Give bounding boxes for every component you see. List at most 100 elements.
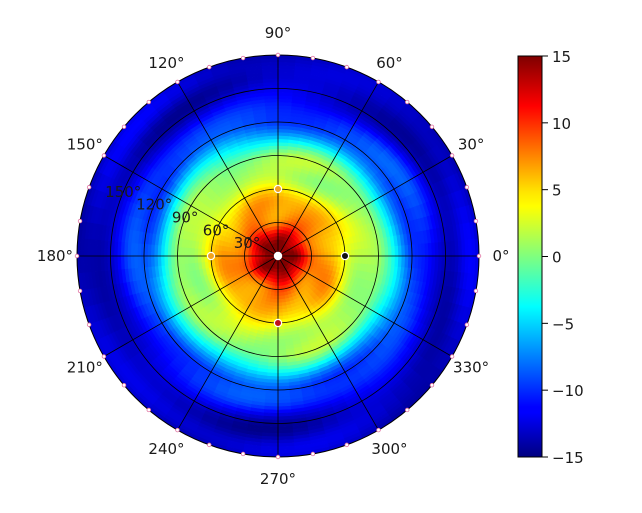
heat-cell-1241 — [277, 195, 284, 200]
heat-cell-1223 — [331, 255, 336, 262]
heat-cell-1115 — [224, 251, 229, 257]
colorbar-tick-label-3: 0 — [552, 249, 562, 267]
rim-dot-90 — [275, 52, 281, 58]
heat-cell-863 — [314, 255, 319, 260]
rim-dot-260 — [240, 451, 246, 457]
heat-cell-1260 — [217, 255, 222, 262]
polar-plot-area: 0°30°60°90°120°150°180°210°240°270°300°3… — [37, 24, 510, 488]
rim-dot-180 — [74, 253, 80, 259]
rim-dot-310 — [405, 407, 410, 413]
angular-tick-0: 0° — [492, 247, 509, 265]
heat-cell-953 — [277, 208, 283, 213]
heat-cell-827 — [237, 252, 242, 257]
angular-tick-11: 330° — [453, 359, 489, 377]
heat-cell-1007 — [321, 255, 326, 261]
colorbar-tick-label-2: 5 — [552, 182, 562, 200]
heat-cell-1205 — [272, 309, 279, 314]
colorbar-gradient — [517, 55, 543, 458]
rim-dot-300 — [376, 427, 381, 433]
rim-dot-270 — [275, 454, 281, 460]
heat-cell-701 — [274, 285, 279, 290]
heat-cell-935 — [317, 255, 322, 261]
colorbar: 15 10 5 0 −5 −10 −15 — [517, 48, 584, 467]
colorbar-tick-label-5: −10 — [552, 382, 584, 400]
rim-dot-140 — [121, 124, 127, 129]
rim-dot-130 — [146, 99, 151, 105]
angular-tick-3: 90° — [265, 24, 292, 42]
heat-cell-971 — [230, 251, 235, 257]
colorbar-tick-label-4: −5 — [552, 315, 574, 333]
radial-tick-0: 30° — [234, 234, 261, 252]
heat-cell-881 — [277, 212, 283, 217]
colorbar-ticks: 15 10 5 0 −5 −10 −15 — [542, 48, 584, 467]
colorbar-tick-label-1: 10 — [552, 115, 571, 133]
heat-cell-990 — [277, 299, 283, 304]
heat-cell-1025 — [277, 205, 283, 210]
heat-cell-683 — [244, 252, 249, 257]
heat-cell-1080 — [327, 251, 332, 257]
rim-dot-30 — [449, 153, 455, 158]
rim-dot-120 — [175, 79, 180, 85]
heat-cell-917 — [273, 295, 279, 300]
heat-cell-1277 — [272, 312, 279, 317]
colorbar-tick-label-6: −15 — [552, 449, 584, 467]
rim-dot-220 — [121, 383, 127, 388]
heat-cell-1259 — [217, 250, 222, 257]
marker-2 — [206, 251, 216, 261]
rim-dot-190 — [77, 288, 83, 294]
colorbar-tick-label-0: 15 — [552, 48, 571, 66]
heat-cell-809 — [277, 215, 282, 220]
heat-cell-1170 — [272, 198, 279, 203]
heat-cell-1097 — [277, 202, 283, 207]
rim-dot-240 — [175, 427, 180, 433]
heat-cell-1008 — [324, 251, 329, 257]
heat-cell-1206 — [277, 309, 284, 314]
rim-dot-100 — [240, 55, 246, 61]
angular-tick-10: 300° — [371, 440, 407, 458]
heat-cell-1295 — [334, 255, 339, 262]
heat-cell-665 — [277, 222, 282, 227]
rim-dot-70 — [344, 64, 349, 70]
heat-cell-1133 — [273, 305, 279, 310]
heat-cell-936 — [321, 251, 326, 257]
heat-cell-1187 — [220, 250, 225, 257]
rim-dot-50 — [405, 99, 410, 105]
rim-dot-170 — [77, 218, 83, 224]
radial-tick-1: 60° — [203, 221, 230, 239]
heat-cell-1079 — [324, 255, 329, 261]
rim-dot-320 — [429, 383, 435, 388]
angular-tick-8: 240° — [148, 440, 184, 458]
marker-1 — [273, 184, 283, 194]
heat-cell-719 — [307, 255, 312, 260]
marker-0 — [340, 251, 350, 261]
rim-dot-250 — [207, 442, 212, 448]
rim-dot-80 — [310, 55, 316, 61]
heat-cell-1043 — [227, 251, 232, 257]
heat-cell-1098 — [273, 202, 279, 207]
heat-cell-1116 — [224, 255, 229, 261]
heat-cell-972 — [230, 255, 235, 261]
heat-cell-1061 — [273, 302, 279, 307]
rim-dot-60 — [376, 79, 381, 85]
heat-cell-1026 — [273, 205, 279, 210]
rim-dot-200 — [86, 322, 92, 327]
rim-dot-0 — [476, 253, 482, 259]
angular-tick-4: 120° — [148, 54, 184, 72]
heat-cell-1188 — [220, 255, 225, 262]
heat-cell-954 — [273, 208, 279, 213]
heat-cell-882 — [273, 212, 279, 217]
heat-cell-989 — [273, 299, 279, 304]
angular-tick-2: 60° — [376, 54, 403, 72]
heat-cell-845 — [274, 292, 279, 297]
angular-tick-9: 270° — [260, 470, 296, 488]
angular-tick-7: 210° — [67, 359, 103, 377]
angular-tick-6: 180° — [37, 247, 73, 265]
marker-4 — [273, 251, 283, 261]
rim-dot-280 — [310, 451, 316, 457]
marker-3 — [273, 318, 283, 328]
heat-cell-899 — [234, 251, 239, 257]
rim-dot-110 — [207, 64, 212, 70]
rim-dot-340 — [464, 322, 470, 327]
heat-cell-900 — [234, 255, 239, 261]
